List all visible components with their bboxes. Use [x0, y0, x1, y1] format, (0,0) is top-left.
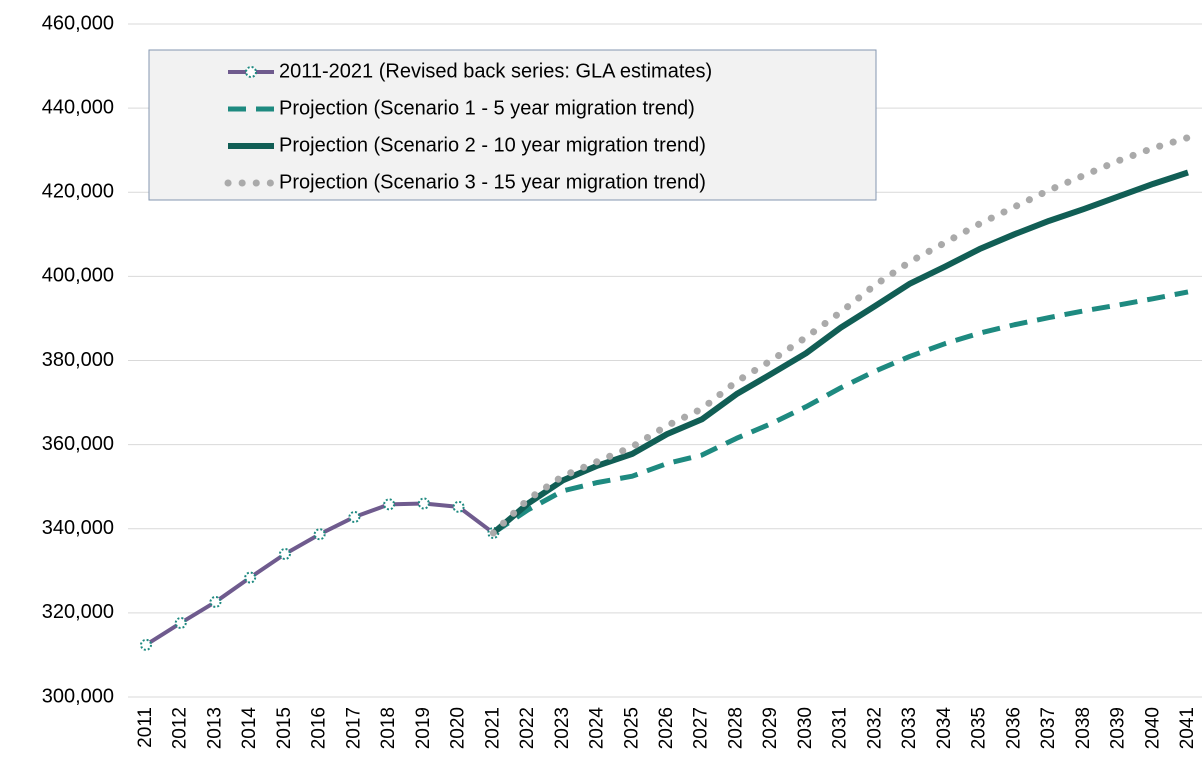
point-marker: [348, 510, 361, 523]
y-tick-label: 400,000: [42, 265, 114, 287]
x-tick-label: 2029: [760, 707, 781, 749]
y-tick-label: 460,000: [42, 12, 114, 34]
x-tick-label: 2027: [691, 707, 712, 749]
series-line: [491, 289, 1189, 536]
legend-marker: [245, 66, 257, 78]
x-tick-label: 2018: [378, 707, 399, 749]
point-marker: [452, 500, 465, 513]
point-marker: [417, 497, 430, 510]
series-line: [491, 169, 1189, 536]
legend-box: [148, 49, 877, 201]
y-tick-label: 340,000: [42, 517, 114, 539]
legend-label: 2011-2021 (Revised back series: GLA esti…: [279, 60, 712, 82]
x-tick-label: 2022: [517, 707, 538, 749]
x-tick-label: 2015: [274, 707, 295, 749]
point-marker: [383, 498, 396, 511]
x-tick-label: 2012: [170, 707, 191, 749]
x-tick-label: 2014: [239, 707, 260, 750]
point-marker: [244, 571, 257, 584]
x-tick-label: 2037: [1038, 707, 1059, 749]
x-tick-label: 2020: [448, 707, 469, 749]
x-tick-label: 2039: [1108, 707, 1129, 749]
x-tick-label: 2017: [343, 707, 364, 749]
y-tick-label: 320,000: [42, 601, 114, 623]
y-tick-label: 380,000: [42, 349, 114, 371]
point-marker: [174, 616, 187, 629]
x-tick-label: 2035: [969, 707, 990, 749]
x-tick-label: 2040: [1142, 707, 1163, 749]
point-marker: [313, 528, 326, 541]
legend-label: Projection (Scenario 1 - 5 year migratio…: [279, 97, 695, 119]
x-tick-label: 2036: [1003, 707, 1024, 749]
x-tick-label: 2028: [725, 707, 746, 749]
x-tick-label: 2019: [413, 707, 434, 749]
series-line: [144, 501, 495, 647]
x-tick-label: 2031: [830, 707, 851, 749]
point-marker: [209, 595, 222, 608]
x-tick-label: 2025: [621, 707, 642, 749]
legend-label: Projection (Scenario 3 - 15 year migrati…: [279, 171, 706, 193]
point-marker: [278, 547, 291, 560]
y-tick-label: 420,000: [42, 181, 114, 203]
x-tick-label: 2024: [587, 707, 608, 750]
x-tick-label: 2034: [934, 707, 955, 750]
x-tick-label: 2023: [552, 707, 573, 749]
x-tick-label: 2041: [1177, 707, 1198, 749]
y-tick-label: 440,000: [42, 96, 114, 118]
x-tick-label: 2033: [899, 707, 920, 749]
x-tick-label: 2038: [1073, 707, 1094, 749]
y-tick-label: 300,000: [42, 685, 114, 707]
x-tick-label: 2030: [795, 707, 816, 749]
x-tick-label: 2013: [204, 707, 225, 749]
point-marker: [140, 638, 152, 651]
x-tick-label: 2021: [482, 707, 503, 749]
legend-label: Projection (Scenario 2 - 10 year migrati…: [279, 134, 706, 156]
x-tick-label: 2011: [135, 707, 156, 748]
y-tick-label: 360,000: [42, 433, 114, 455]
series-line: [489, 134, 1192, 537]
x-tick-label: 2016: [309, 707, 330, 749]
x-tick-label: 2032: [864, 707, 885, 749]
x-tick-label: 2026: [656, 707, 677, 749]
